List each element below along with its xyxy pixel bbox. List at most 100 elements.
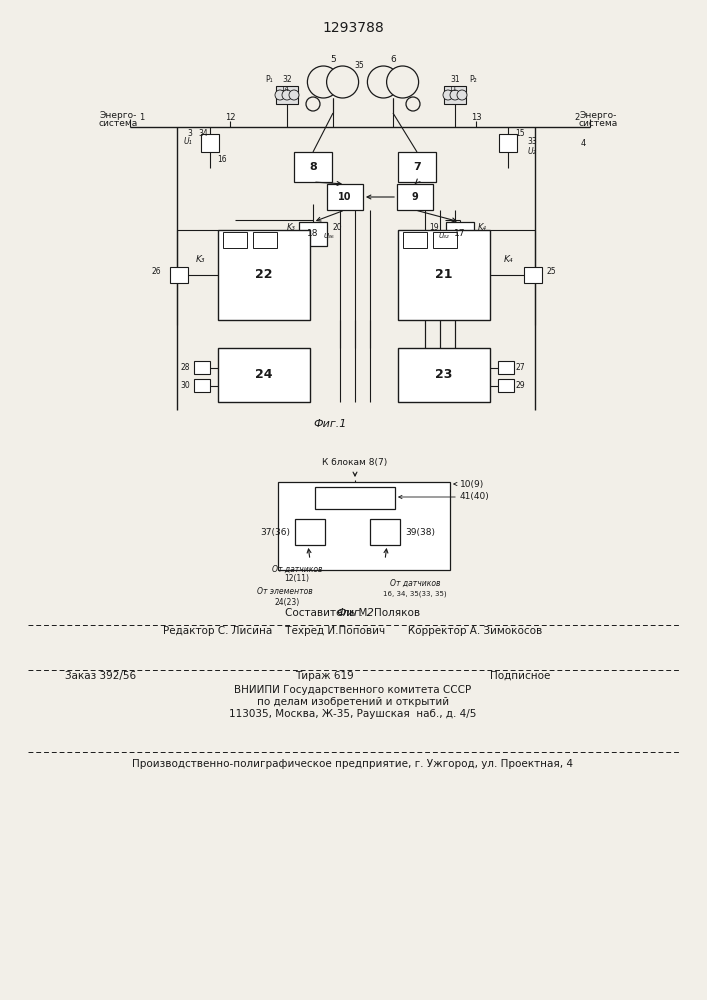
Text: Энерго-: Энерго- [579, 110, 617, 119]
Bar [218, 348, 310, 402]
Text: 2: 2 [574, 112, 580, 121]
Text: 37(36): 37(36) [260, 528, 290, 536]
Text: Энерго-: Энерго- [99, 110, 136, 119]
Text: Подписное: Подписное [490, 671, 550, 681]
Text: 24: 24 [255, 368, 273, 381]
Bar [295, 519, 325, 545]
Bar [223, 232, 247, 248]
Bar [294, 152, 332, 182]
Bar [433, 232, 457, 248]
Text: 30: 30 [180, 381, 190, 390]
Text: Фиг.1: Фиг.1 [313, 419, 346, 429]
Text: 26: 26 [151, 266, 161, 275]
Text: 113035, Москва, Ж-35, Раушская  наб., д. 4/5: 113035, Москва, Ж-35, Раушская наб., д. … [229, 709, 477, 719]
Bar [194, 361, 210, 374]
Text: 1: 1 [139, 112, 145, 121]
Circle shape [443, 90, 453, 100]
Circle shape [275, 90, 285, 100]
Text: U₃₆: U₃₆ [324, 233, 334, 239]
Text: U₃₂: U₃₂ [438, 233, 450, 239]
Bar [446, 222, 474, 246]
Bar [370, 519, 400, 545]
Bar [170, 267, 188, 283]
Text: P₂: P₂ [469, 75, 477, 84]
Text: 21: 21 [436, 268, 452, 282]
Text: 8: 8 [309, 162, 317, 172]
Text: 17: 17 [455, 230, 466, 238]
Bar [398, 230, 490, 320]
Bar [398, 152, 436, 182]
Circle shape [457, 90, 467, 100]
Bar [327, 184, 363, 210]
Bar [201, 134, 219, 152]
Text: От датчиков: От датчиков [271, 564, 322, 574]
Text: K₃: K₃ [286, 224, 296, 232]
Bar [276, 86, 298, 104]
Circle shape [327, 66, 358, 98]
Bar [498, 379, 514, 392]
Text: 31: 31 [450, 75, 460, 84]
Text: Составитель М. Поляков: Составитель М. Поляков [286, 608, 421, 618]
Text: P₁: P₁ [265, 75, 273, 84]
Bar [194, 379, 210, 392]
Text: 25: 25 [547, 266, 556, 275]
Text: К блокам 8(7): К блокам 8(7) [322, 458, 387, 468]
Bar [524, 267, 542, 283]
Text: Заказ 392/56: Заказ 392/56 [65, 671, 136, 681]
Text: 22: 22 [255, 268, 273, 282]
Text: 18: 18 [308, 230, 319, 238]
Text: K₃: K₃ [195, 255, 205, 264]
Text: 13: 13 [471, 112, 481, 121]
Text: 39(38): 39(38) [405, 528, 435, 536]
Text: 27: 27 [515, 363, 525, 372]
Text: 33: 33 [527, 137, 537, 146]
Text: 32: 32 [282, 75, 292, 84]
Circle shape [289, 90, 299, 100]
Text: 34: 34 [198, 128, 208, 137]
Text: по делам изобретений и открытий: по делам изобретений и открытий [257, 697, 449, 707]
Text: 24(23): 24(23) [274, 597, 300, 606]
Text: 3: 3 [187, 128, 192, 137]
Bar [499, 134, 517, 152]
Text: 23: 23 [436, 368, 452, 381]
Text: 10(9): 10(9) [460, 480, 484, 488]
Text: 16, 34, 35(33, 35): 16, 34, 35(33, 35) [383, 591, 447, 597]
Bar [218, 230, 310, 320]
Circle shape [306, 97, 320, 111]
Text: От датчиков: От датчиков [390, 578, 440, 587]
Text: Тираж 619: Тираж 619 [295, 671, 354, 681]
Bar [398, 348, 490, 402]
Text: U₂: U₂ [527, 146, 537, 155]
Text: 16: 16 [217, 154, 227, 163]
Text: 11: 11 [448, 86, 457, 92]
Circle shape [387, 66, 419, 98]
Text: система: система [98, 118, 138, 127]
Text: U₁: U₁ [184, 137, 192, 146]
Bar [403, 232, 427, 248]
Bar [315, 487, 395, 509]
Text: 29: 29 [515, 381, 525, 390]
Text: K₄: K₄ [503, 255, 513, 264]
Circle shape [406, 97, 420, 111]
Text: 5: 5 [330, 54, 336, 64]
Bar [278, 482, 450, 570]
Text: 6: 6 [390, 54, 396, 64]
Text: 35: 35 [354, 60, 364, 70]
Circle shape [450, 90, 460, 100]
Text: Производственно-полиграфическое предприятие, г. Ужгород, ул. Проектная, 4: Производственно-полиграфическое предприя… [132, 759, 573, 769]
Text: 7: 7 [413, 162, 421, 172]
Text: 20: 20 [332, 224, 341, 232]
Text: ВНИИПИ Государственного комитета СССР: ВНИИПИ Государственного комитета СССР [235, 685, 472, 695]
Text: Фиг. 2: Фиг. 2 [337, 608, 373, 618]
Text: 4: 4 [580, 138, 585, 147]
Text: 28: 28 [180, 363, 190, 372]
Text: 10: 10 [338, 192, 352, 202]
Bar [253, 232, 277, 248]
Text: 19: 19 [429, 224, 439, 232]
Text: Редактор С. Лисина    Техред И.Попович       Корректор А. Зимокосов: Редактор С. Лисина Техред И.Попович Корр… [163, 626, 543, 636]
Circle shape [368, 66, 399, 98]
Text: 41(40): 41(40) [460, 492, 490, 502]
Text: От элементов: От элементов [257, 586, 313, 595]
Text: 15: 15 [515, 128, 525, 137]
Circle shape [282, 90, 292, 100]
